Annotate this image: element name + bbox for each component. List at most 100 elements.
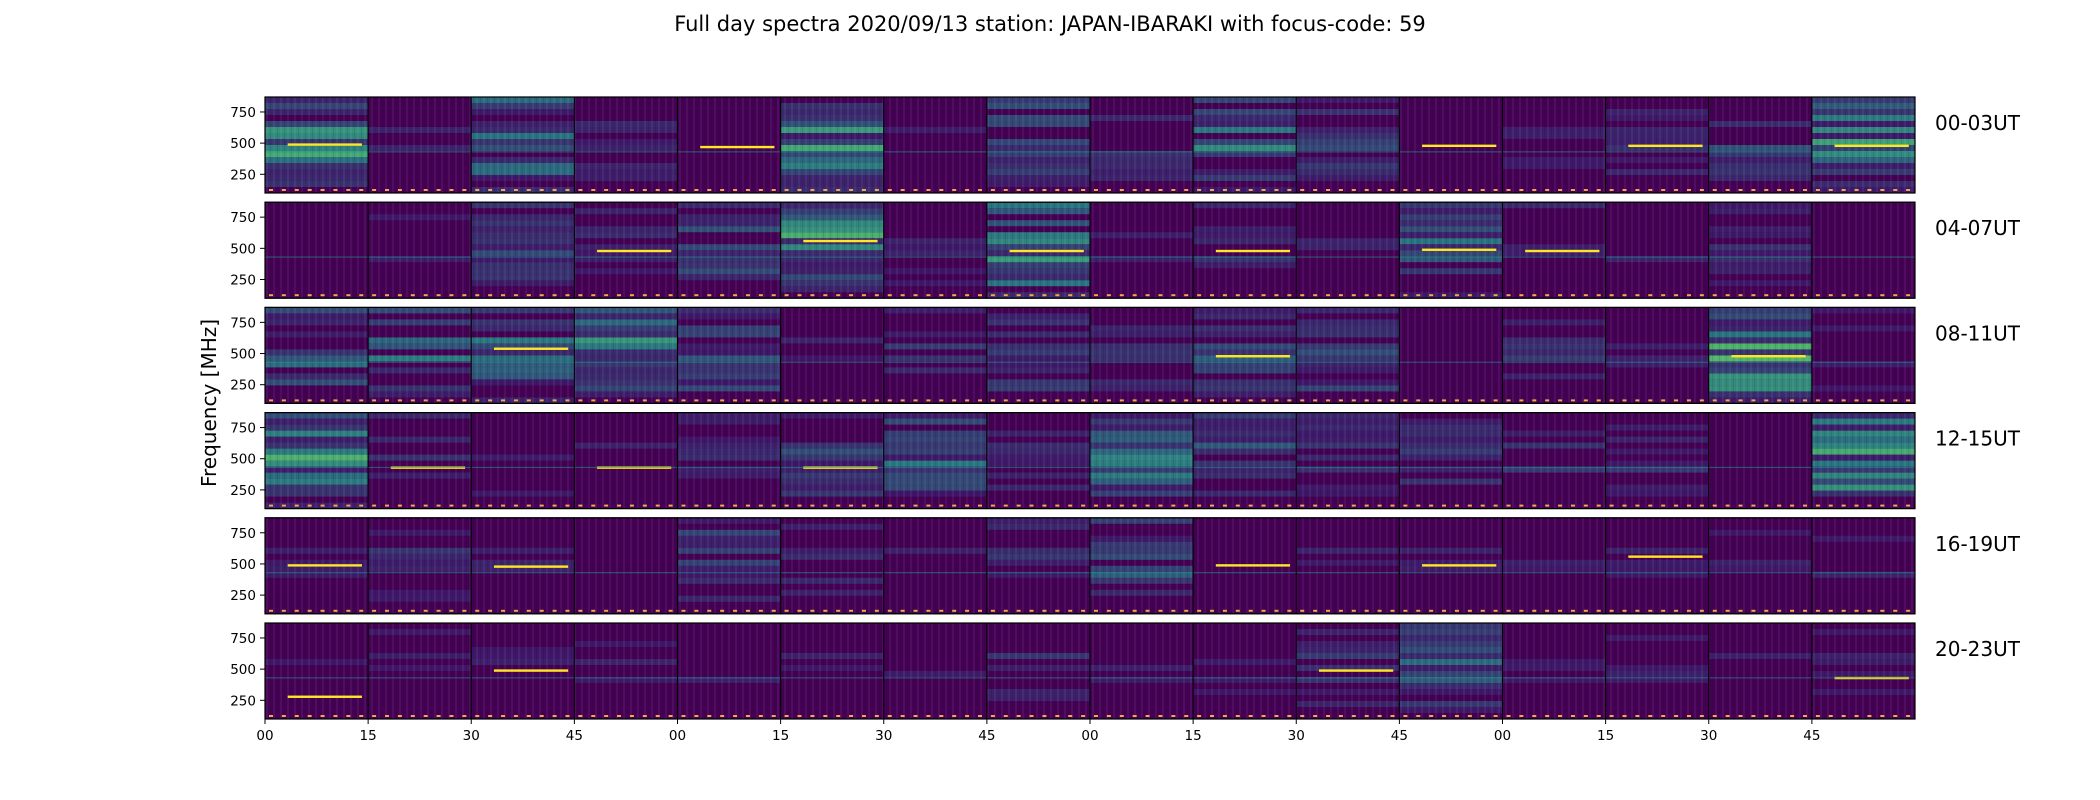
flag-mark xyxy=(733,504,738,507)
flag-mark xyxy=(1712,399,1717,402)
flag-mark xyxy=(1828,609,1833,612)
flag-mark xyxy=(513,189,518,191)
flag-mark xyxy=(1725,715,1730,717)
flag-mark xyxy=(294,294,299,297)
flag-mark xyxy=(281,294,286,297)
flag-mark xyxy=(1480,399,1485,402)
flag-mark xyxy=(681,715,686,717)
flag-mark xyxy=(1622,609,1627,612)
flag-mark xyxy=(1802,504,1807,507)
flag-mark xyxy=(1467,399,1472,402)
flag-mark xyxy=(1764,609,1769,612)
panel-texture xyxy=(1502,623,1606,719)
flag-mark xyxy=(1429,715,1434,717)
flag-mark xyxy=(990,609,995,612)
flag-mark xyxy=(294,715,299,717)
spectrum-panel xyxy=(677,201,782,299)
panel-texture xyxy=(1811,307,1915,404)
flag-mark xyxy=(1777,294,1782,297)
x-tick-label: 00 xyxy=(669,728,686,744)
flag-mark xyxy=(1274,189,1279,191)
flag-mark xyxy=(372,189,377,191)
flag-mark xyxy=(1184,504,1189,507)
flag-mark xyxy=(1532,609,1537,612)
flag-mark xyxy=(1583,715,1588,717)
flag-mark xyxy=(1248,189,1253,191)
flag-mark xyxy=(1351,609,1356,612)
spectrum-panel xyxy=(1708,201,1813,299)
flag-mark xyxy=(475,715,480,717)
flag-mark xyxy=(1712,294,1717,297)
flag-mark xyxy=(629,609,634,612)
flag-mark xyxy=(707,715,712,717)
flag-mark xyxy=(346,504,351,507)
flag-mark xyxy=(1609,504,1614,507)
flag-mark xyxy=(823,609,828,612)
flag-mark xyxy=(681,609,686,612)
panel-texture xyxy=(1708,623,1812,719)
flag-mark xyxy=(372,609,377,612)
flag-mark xyxy=(810,189,815,191)
flag-mark xyxy=(372,294,377,297)
flag-mark xyxy=(745,189,750,191)
flag-mark xyxy=(1880,294,1885,297)
flag-mark xyxy=(565,399,570,402)
flag-mark xyxy=(617,715,622,717)
flag-mark xyxy=(1235,294,1240,297)
flag-mark xyxy=(1493,609,1498,612)
flag-mark xyxy=(913,294,918,297)
emission-line xyxy=(287,695,362,698)
flag-mark xyxy=(333,504,338,507)
flag-mark xyxy=(397,294,402,297)
panel-texture xyxy=(1193,97,1297,193)
panel-texture xyxy=(471,97,575,193)
flag-mark xyxy=(629,294,634,297)
flag-mark xyxy=(952,189,957,191)
rfi-line xyxy=(1399,677,1503,679)
flag-mark xyxy=(900,189,905,191)
flag-mark xyxy=(874,294,879,297)
flag-mark xyxy=(1416,609,1421,612)
flag-mark xyxy=(1119,715,1124,717)
spectrum-panel xyxy=(1089,96,1194,194)
flag-mark xyxy=(423,715,428,717)
flag-mark xyxy=(1545,715,1550,717)
chart-title: Full day spectra 2020/09/13 station: JAP… xyxy=(674,12,1426,36)
flag-mark xyxy=(1338,294,1343,297)
flag-mark xyxy=(1338,715,1343,717)
spectrum-panel xyxy=(470,622,575,720)
flag-mark xyxy=(1171,609,1176,612)
flag-mark xyxy=(1738,609,1743,612)
flag-mark xyxy=(1029,504,1034,507)
flag-mark xyxy=(1815,504,1820,507)
flag-mark xyxy=(307,715,312,717)
flag-mark xyxy=(849,294,854,297)
flag-mark xyxy=(1094,715,1098,717)
panel-texture xyxy=(265,307,369,404)
panel-texture xyxy=(265,623,369,719)
flag-mark xyxy=(449,294,454,297)
rfi-line xyxy=(1811,256,1915,258)
flag-mark xyxy=(1583,504,1588,507)
spectrum-panel xyxy=(1295,622,1400,720)
flag-mark xyxy=(1519,399,1524,402)
rfi-line xyxy=(1605,466,1709,469)
flag-mark xyxy=(642,294,647,297)
flag-mark xyxy=(1764,715,1769,717)
rfi-line xyxy=(1296,677,1400,679)
flag-mark xyxy=(1068,609,1073,612)
flag-mark xyxy=(372,504,377,507)
rfi-line xyxy=(471,677,575,679)
spectrum-panel xyxy=(883,517,988,615)
flag-mark xyxy=(1686,715,1691,717)
flag-mark xyxy=(887,609,892,612)
flag-mark xyxy=(1828,189,1833,191)
spectrum-panel xyxy=(1708,306,1813,404)
flag-mark xyxy=(733,399,738,402)
flag-mark xyxy=(1326,189,1331,191)
x-tick-label: 00 xyxy=(1081,728,1098,744)
rfi-line xyxy=(1605,572,1709,574)
flag-mark xyxy=(1545,609,1550,612)
flag-mark xyxy=(1686,609,1691,612)
flag-mark xyxy=(1906,399,1911,402)
